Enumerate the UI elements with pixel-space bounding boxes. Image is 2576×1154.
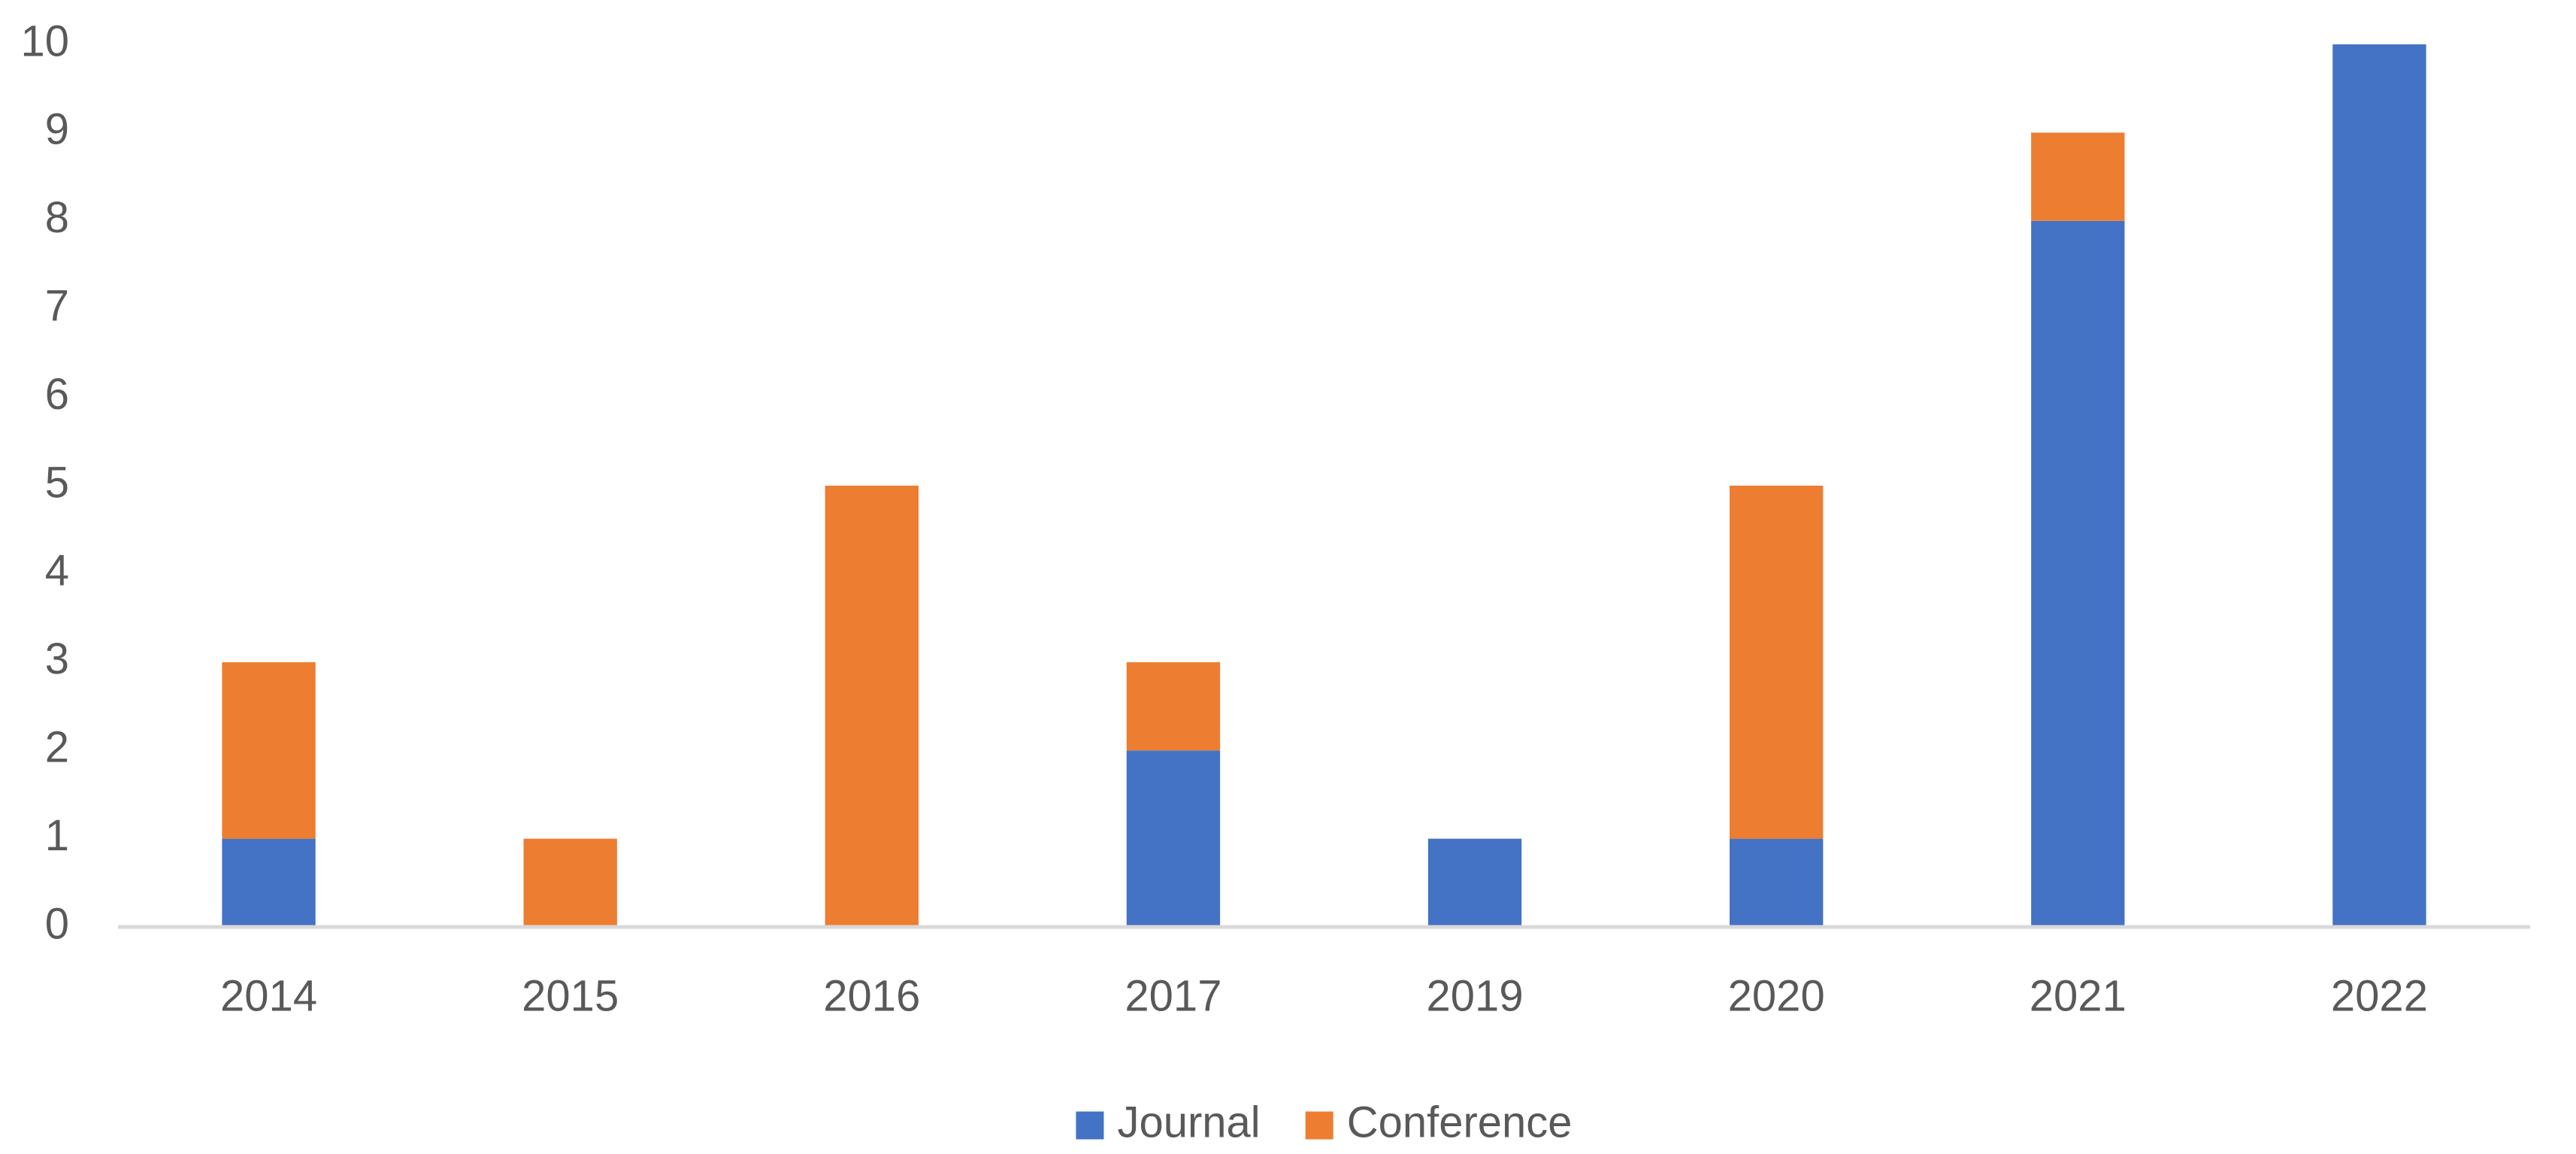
x-tick-label: 2020 <box>1728 971 1825 1020</box>
y-tick-label: 2 <box>45 723 69 772</box>
x-tick-label: 2014 <box>220 971 317 1020</box>
y-tick-label: 6 <box>45 370 69 419</box>
bar-segment <box>222 662 316 839</box>
x-tick-label: 2021 <box>2030 971 2126 1020</box>
y-tick-label: 10 <box>20 17 69 65</box>
bar-segment <box>2332 44 2426 927</box>
legend-label: Journal <box>1117 1098 1260 1146</box>
y-tick-label: 7 <box>45 282 69 331</box>
bar-segment <box>825 486 919 927</box>
y-tick-label: 0 <box>45 899 69 948</box>
bar-segment <box>2031 220 2125 927</box>
x-tick-label: 2017 <box>1125 971 1221 1020</box>
bar-segment <box>523 838 617 927</box>
y-tick-label: 1 <box>45 811 69 860</box>
legend-label: Conference <box>1347 1098 1573 1146</box>
x-tick-label: 2016 <box>823 971 920 1020</box>
bar-segment <box>1427 838 1522 927</box>
bar-segment <box>1126 750 1221 927</box>
bar-segment <box>1126 662 1221 751</box>
bar-segment <box>2031 132 2125 221</box>
x-tick-label: 2019 <box>1427 971 1524 1020</box>
y-tick-label: 9 <box>45 105 69 154</box>
bar-segment <box>1730 838 1824 927</box>
x-tick-label: 2022 <box>2331 971 2428 1020</box>
legend: Journal Conference <box>1076 1098 1573 1146</box>
bar-segment <box>222 838 316 927</box>
bar-segment <box>1730 486 1824 839</box>
y-tick-label: 4 <box>45 547 69 595</box>
y-tick-label: 8 <box>45 193 69 242</box>
legend-swatch <box>1076 1111 1104 1140</box>
legend-swatch <box>1305 1111 1333 1140</box>
x-tick-label: 2015 <box>522 971 619 1020</box>
y-tick-label: 5 <box>45 458 69 507</box>
y-tick-label: 3 <box>45 635 69 683</box>
